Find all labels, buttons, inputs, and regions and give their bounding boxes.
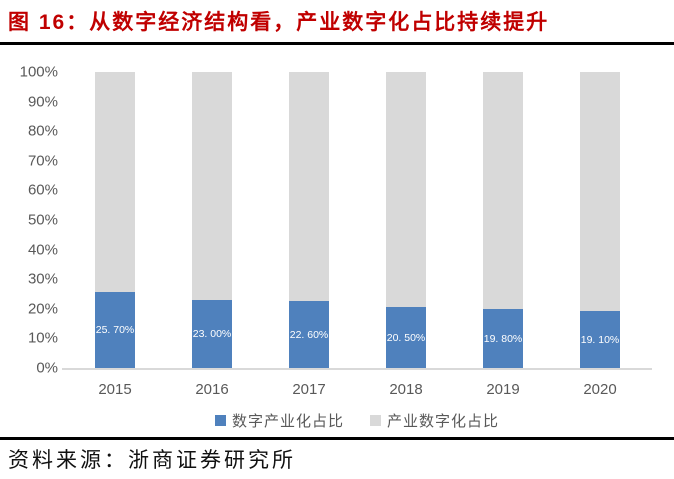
x-tick-label: 2017 <box>292 381 326 398</box>
bar-segment-industry-digitalization <box>289 72 329 301</box>
bar-group-2016: 23. 00% 2016 <box>192 72 232 398</box>
bar-segment-industry-digitalization <box>386 72 426 307</box>
bar-value-label: 19. 10% <box>580 333 620 346</box>
bar-group-2020: 19. 10% 2020 <box>580 72 620 398</box>
bar-segment-digital-industrialization: 22. 60% <box>289 301 329 368</box>
y-tick-label: 80% <box>27 122 58 140</box>
y-tick-label: 50% <box>27 211 58 229</box>
bar-segment-industry-digitalization <box>580 72 620 311</box>
figure-title: 图 16：从数字经济结构看，产业数字化占比持续提升 <box>8 11 550 34</box>
bar-value-label: 19. 80% <box>483 332 523 345</box>
y-axis-tick-labels: 100% 90% 80% 70% 60% 50% 40% 30% 20% 10% 0% <box>0 64 58 377</box>
legend-item: 产业数字化占比 <box>370 410 499 431</box>
x-tick-label: 2016 <box>195 381 229 398</box>
bar-value-label: 25. 70% <box>95 324 135 336</box>
bar-segment-industry-digitalization <box>192 72 232 300</box>
title-divider-rule <box>0 42 674 45</box>
bar-segment-digital-industrialization: 19. 10% <box>580 311 620 368</box>
legend-item: 数字产业化占比 <box>214 410 344 431</box>
bar-segment-industry-digitalization <box>95 72 135 292</box>
y-tick-label: 70% <box>27 152 58 170</box>
legend-label: 数字产业化占比 <box>231 413 344 430</box>
y-tick-label: 40% <box>27 241 58 259</box>
chart-legend: 数字产业化占比 产业数字化占比 <box>62 409 652 431</box>
y-tick-label: 90% <box>27 93 58 111</box>
y-tick-label: 100% <box>19 63 58 81</box>
y-tick-label: 0% <box>36 359 58 377</box>
legend-label: 产业数字化占比 <box>387 413 500 430</box>
x-tick-label: 2020 <box>583 381 617 398</box>
x-tick-label: 2019 <box>486 381 520 398</box>
y-tick-label: 60% <box>27 181 58 199</box>
bar-value-label: 23. 00% <box>192 328 232 340</box>
x-tick-label: 2015 <box>98 381 132 398</box>
x-tick-label: 2018 <box>389 381 423 398</box>
bar-value-label: 22. 60% <box>289 328 329 341</box>
chart-plot-area: 25. 70% 2015 23. 00% 2016 22. 60% 2017 20. 50%… <box>62 72 652 398</box>
bar-group-2018: 20. 50% 2018 <box>386 72 426 398</box>
bar-group-2017: 22. 60% 2017 <box>289 72 329 398</box>
y-tick-label: 30% <box>27 270 58 288</box>
bottom-divider-rule <box>0 437 674 440</box>
bar-group-2019: 19. 80% 2019 <box>483 72 523 398</box>
bar-segment-digital-industrialization: 19. 80% <box>483 309 523 368</box>
bar-group-2015: 25. 70% 2015 <box>95 72 135 398</box>
source-attribution: 资料来源：浙商证券研究所 <box>8 448 296 472</box>
bar-segment-digital-industrialization: 20. 50% <box>386 307 426 368</box>
bar-value-label: 20. 50% <box>386 331 426 344</box>
legend-swatch-icon <box>214 414 226 426</box>
bar-segment-digital-industrialization: 23. 00% <box>192 300 232 368</box>
y-tick-label: 10% <box>27 329 58 347</box>
y-tick-label: 20% <box>27 300 58 318</box>
bar-segment-digital-industrialization: 25. 70% <box>95 292 135 368</box>
legend-swatch-icon <box>370 414 381 426</box>
bar-segment-industry-digitalization <box>483 72 523 309</box>
